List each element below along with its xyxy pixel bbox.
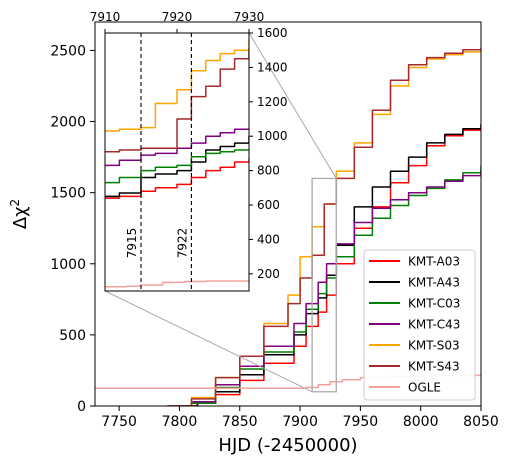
inset-vline-label: 7915: [125, 228, 139, 259]
inset-vline-label: 7922: [175, 228, 189, 259]
main-axes-frame: [94, 21, 482, 407]
inset-connector-top: [248, 32, 337, 179]
x-tick-label: 7800: [162, 414, 198, 430]
legend-items: KMT-A03 KMT-A43 KMT-C03 KMT-C43 KMT-S03 KMT-S…: [369, 255, 460, 395]
inset-y-tick-label: 1400: [257, 60, 288, 74]
inset-series-line-kmt-a43: [105, 136, 249, 198]
x-tick-label: 7950: [343, 414, 379, 430]
main-y-ticks: 0 500 1000 1500 2000 2500: [50, 43, 95, 415]
inset-x-tick-label: 7920: [162, 10, 193, 24]
y-tick-label: 2500: [50, 43, 86, 59]
legend: KMT-A03 KMT-A43 KMT-C03 KMT-C43 KMT-S03 KMT-S…: [363, 249, 476, 401]
main-x-ticks: 7750 7800 7850 7900 7950 8000 8050: [101, 406, 499, 430]
legend-label: OGLE: [408, 381, 441, 395]
inset-vlines: 7915 7922: [125, 33, 192, 291]
inset-y-tick-label: 1000: [257, 129, 288, 143]
x-tick-label: 7900: [282, 414, 318, 430]
inset-series-line-ogle: [105, 280, 249, 288]
x-tick-label: 8050: [463, 414, 499, 430]
inset-plot: 7915 7922 7910 7920 7930 200 400 600 800 1000 12…: [90, 10, 288, 292]
x-axis-label: HJD (-2450000): [218, 435, 357, 456]
legend-label: KMT-S03: [408, 339, 460, 353]
x-tick-label: 7850: [222, 414, 258, 430]
inset-x-tick-label: 7910: [90, 10, 121, 24]
legend-label: KMT-A03: [408, 255, 460, 269]
x-tick-label: 8000: [403, 414, 439, 430]
inset-connector-bottom: [104, 290, 313, 393]
legend-label: KMT-S43: [408, 360, 460, 374]
inset-series-group: [105, 39, 249, 288]
inset-x-ticks: 7910 7920 7930: [90, 10, 265, 33]
inset-series-line-kmt-s43: [105, 48, 249, 153]
main-plot: 7750 7800 7850 7900 7950 8000 8050 0 500 1000 150…: [8, 21, 499, 456]
legend-box: [363, 249, 476, 401]
y-tick-label: 0: [77, 399, 86, 415]
zoom-region-box: [311, 177, 337, 393]
legend-label: KMT-C03: [408, 297, 460, 311]
y-tick-label: 2000: [50, 115, 86, 131]
inset-series-line-kmt-c43: [105, 128, 249, 167]
inset-y-tick-label: 800: [257, 164, 280, 178]
legend-label: KMT-A43: [408, 276, 460, 290]
x-tick-label: 7750: [101, 414, 137, 430]
legend-label: KMT-C43: [408, 318, 460, 332]
inset-y-tick-label: 400: [257, 232, 280, 246]
y-tick-label: 500: [59, 328, 86, 344]
inset-background: [105, 33, 249, 291]
inset-y-ticks: 200 400 600 800 1000 1200 1400 1600: [249, 26, 288, 281]
inset-y-tick-label: 600: [257, 198, 280, 212]
inset-series-line-kmt-c03: [105, 149, 249, 184]
inset-x-tick-label: 7930: [234, 10, 265, 24]
y-axis-label: Δχ2: [8, 199, 31, 229]
inset-y-tick-label: 1200: [257, 95, 288, 109]
y-tick-label: 1500: [50, 186, 86, 202]
inset-y-tick-label: 200: [257, 267, 280, 281]
inset-y-tick-label: 1600: [257, 26, 288, 40]
y-tick-label: 1000: [50, 257, 86, 273]
